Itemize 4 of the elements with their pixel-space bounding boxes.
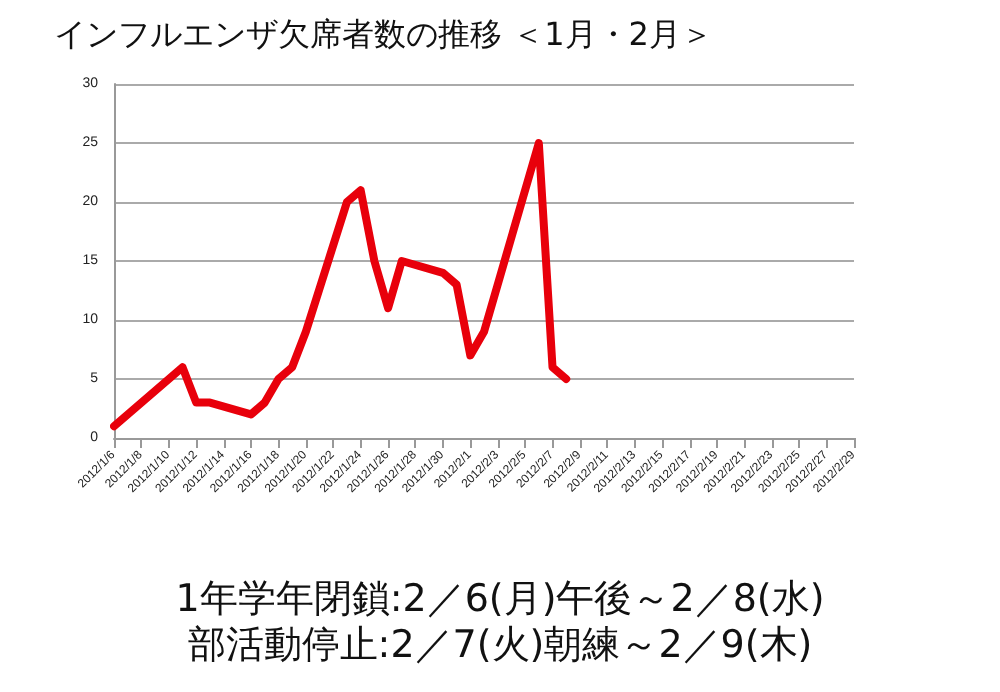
text: 部活動停止:2／7(火)朝練～2／9(木) bbox=[187, 623, 813, 667]
chart-title: インフルエンザ欠席者数の推移 ＜1月・2月＞ bbox=[54, 15, 713, 53]
line-series bbox=[110, 139, 571, 431]
text: 1年学年閉鎖:2／6(月)午後～2／8(水) bbox=[175, 577, 825, 621]
